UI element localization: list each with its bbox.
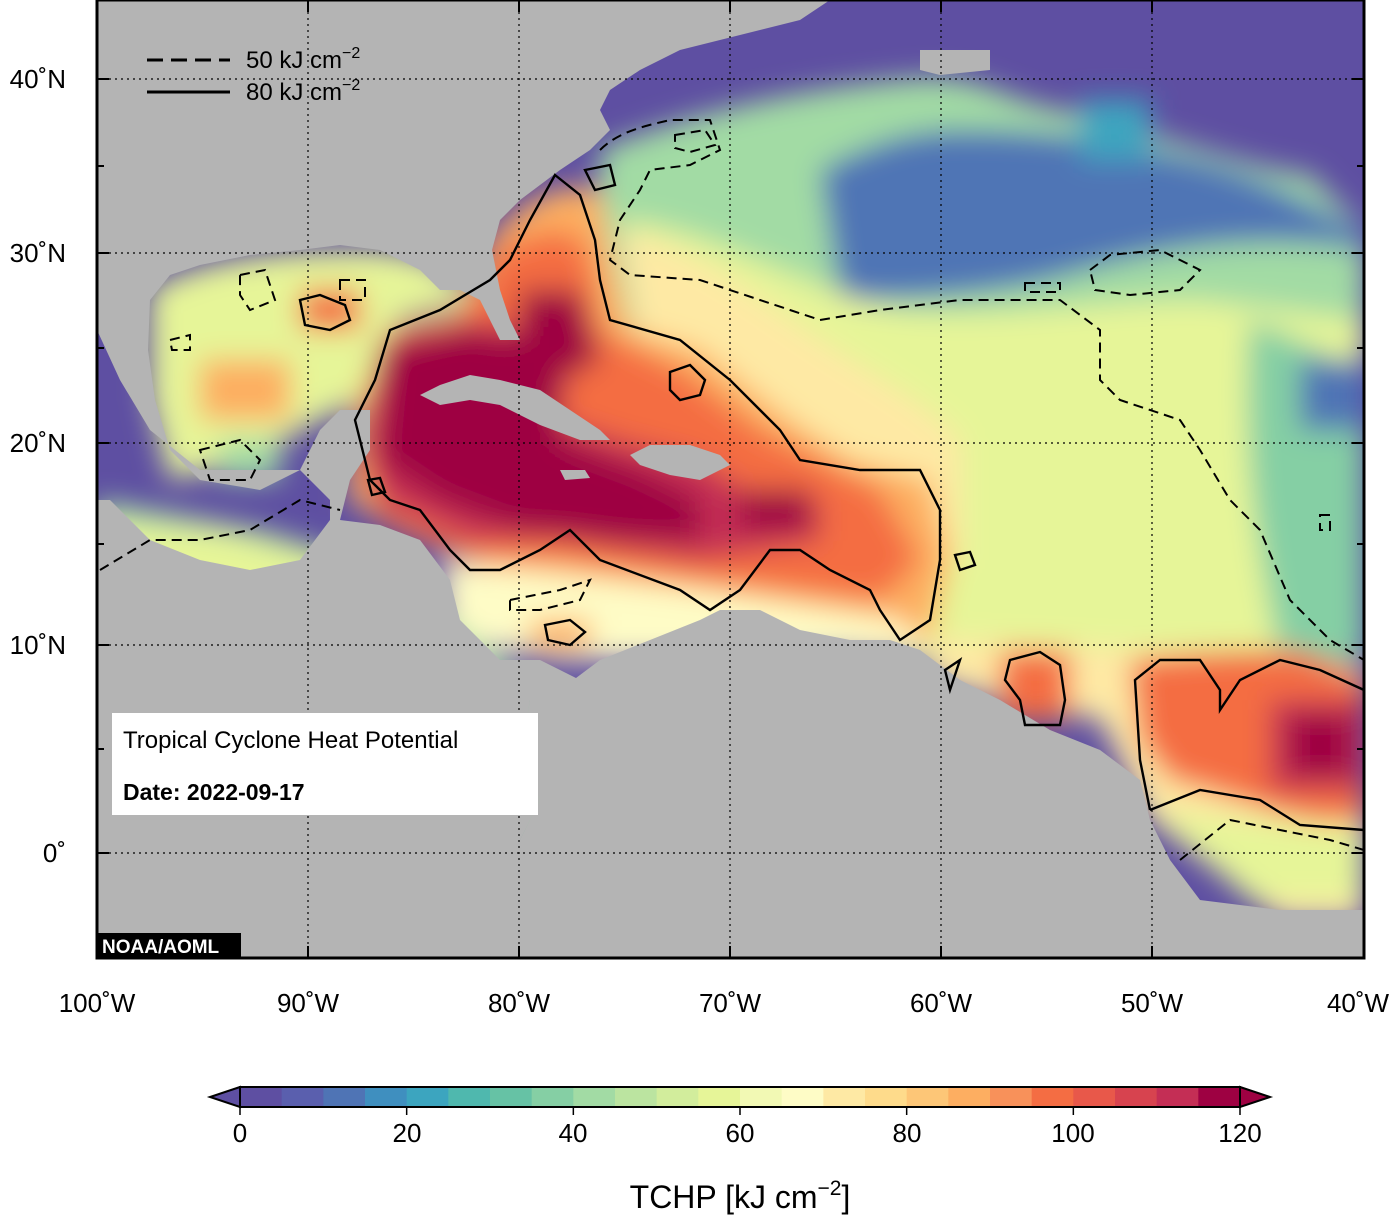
legend-label-80: 80 kJ cm−2 [246, 77, 360, 106]
frame-ticks [97, 0, 1364, 958]
colorbar-ticks [239, 1107, 1241, 1115]
colorbar-tick-label: 40 [559, 1118, 588, 1148]
y-tick-label: 30˚N [10, 238, 66, 268]
colorbar-tick-label: 20 [393, 1118, 422, 1148]
colorbar-swatches [240, 1087, 1241, 1107]
colorbar-swatch [823, 1087, 866, 1107]
credit-badge: NOAA/AOML [97, 933, 241, 958]
map-frame [95, 0, 1366, 960]
colorbar-swatch [740, 1087, 783, 1107]
x-axis-labels: 100˚W 90˚W 80˚W 70˚W 60˚W 50˚W 40˚W [59, 988, 1390, 1018]
info-box: Tropical Cyclone Heat Potential Date: 20… [112, 713, 538, 815]
colorbar-swatch [490, 1087, 533, 1107]
colorbar-tick-label: 80 [893, 1118, 922, 1148]
y-tick-label: 10˚N [10, 630, 66, 660]
info-box-date: Date: 2022-09-17 [123, 779, 305, 805]
colorbar-swatch [865, 1087, 908, 1107]
x-tick-label: 90˚W [277, 988, 340, 1018]
colorbar-swatch [615, 1087, 658, 1107]
colorbar-swatch [406, 1087, 449, 1107]
contours-80 [298, 163, 1364, 832]
colorbar-swatch [531, 1087, 574, 1107]
colorbar-swatch [1115, 1087, 1158, 1107]
colorbar-tick-label: 0 [233, 1118, 247, 1148]
colorbar-swatch [698, 1087, 741, 1107]
colorbar-swatch [573, 1087, 616, 1107]
credit-text: NOAA/AOML [102, 937, 220, 958]
colorbar-swatch [1156, 1087, 1199, 1107]
colorbar-swatch [948, 1087, 991, 1107]
colorbar-swatch [781, 1087, 824, 1107]
contour-legend: 50 kJ cm−2 80 kJ cm−2 [147, 45, 360, 106]
colorbar-swatch [990, 1087, 1033, 1107]
colorbar-over-arrow [1239, 1085, 1274, 1109]
tchp-map [97, 0, 1364, 958]
colorbar-swatch [1073, 1087, 1116, 1107]
colorbar-tick-label: 100 [1051, 1118, 1094, 1148]
x-tick-label: 80˚W [488, 988, 551, 1018]
colorbar-swatch [240, 1087, 283, 1107]
colorbar-tick-labels: 0 20 40 60 80 100 120 [233, 1118, 1262, 1148]
y-axis-labels: 40˚N 30˚N 20˚N 10˚N 0˚ [10, 64, 66, 868]
colorbar-tick-label: 120 [1218, 1118, 1261, 1148]
colorbar-swatch [365, 1087, 408, 1107]
colorbar-swatch [1031, 1087, 1074, 1107]
x-tick-label: 60˚W [910, 988, 973, 1018]
colorbar-swatch [323, 1087, 366, 1107]
colorbar-title: TCHP [kJ cm−2] [630, 1177, 851, 1215]
legend-label-50: 50 kJ cm−2 [246, 45, 360, 74]
colorbar-swatch [1198, 1087, 1241, 1107]
y-tick-label: 40˚N [10, 64, 66, 94]
x-tick-label: 100˚W [59, 988, 136, 1018]
contours-50 [99, 119, 1364, 861]
colorbar-under-arrow [206, 1085, 241, 1109]
colorbar: 0 20 40 60 80 100 120 TCHP [kJ cm−2] [206, 1085, 1274, 1215]
x-tick-label: 50˚W [1121, 988, 1184, 1018]
info-box-title: Tropical Cyclone Heat Potential [123, 727, 458, 754]
colorbar-tick-label: 60 [726, 1118, 755, 1148]
colorbar-swatch [281, 1087, 324, 1107]
colorbar-swatch [906, 1087, 949, 1107]
y-tick-label: 20˚N [10, 428, 66, 458]
y-tick-label: 0˚ [43, 838, 66, 868]
x-tick-label: 40˚W [1327, 988, 1390, 1018]
colorbar-swatch [448, 1087, 491, 1107]
colorbar-swatch [656, 1087, 699, 1107]
x-tick-label: 70˚W [699, 988, 762, 1018]
